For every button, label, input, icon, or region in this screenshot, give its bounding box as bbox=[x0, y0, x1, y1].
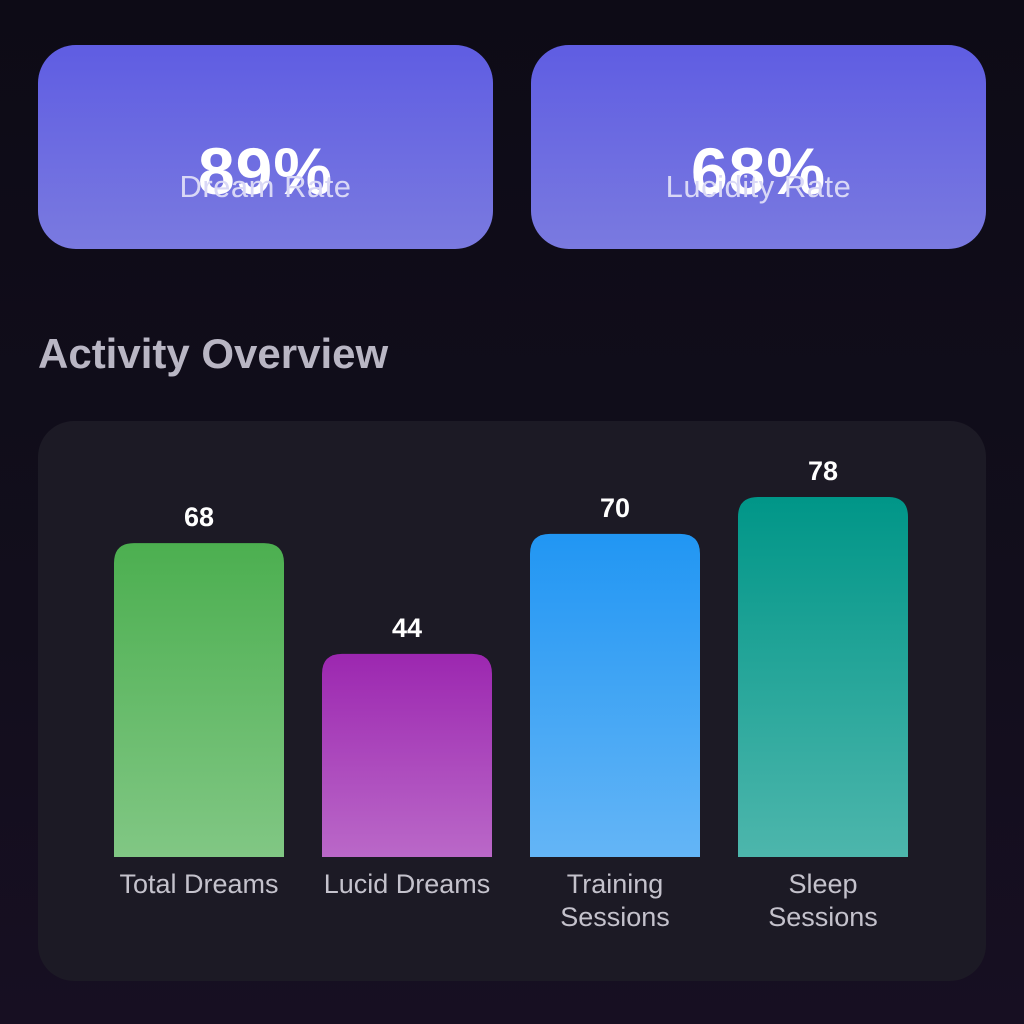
category-label-sleep-sessions: Sessions bbox=[768, 902, 878, 932]
bar-total-dreams bbox=[114, 543, 284, 857]
lucidity-rate-value: 68% bbox=[690, 134, 827, 208]
bar-value-total-dreams: 68 bbox=[184, 502, 214, 532]
activity-chart-card: 68 Total Dreams 44 Lucid Dreams 70 Training Se… bbox=[38, 421, 986, 981]
category-label-lucid-dreams: Lucid Dreams bbox=[324, 869, 491, 899]
lucidity-rate-label: Lucidity Rate bbox=[665, 169, 852, 204]
lucidity-rate-card: 68% Lucidity Rate bbox=[531, 45, 986, 249]
bar-value-lucid-dreams: 44 bbox=[392, 613, 422, 643]
section-title: Activity Overview bbox=[38, 330, 389, 377]
dream-rate-label: Dream Rate bbox=[179, 169, 352, 204]
bar-lucid-dreams bbox=[322, 653, 492, 857]
dream-rate-value: 89% bbox=[197, 134, 334, 208]
bar-sleep-sessions bbox=[738, 497, 908, 857]
category-label-training-sessions: Training bbox=[567, 869, 664, 899]
bar-training-sessions bbox=[530, 533, 700, 857]
category-label-total-dreams: Total Dreams bbox=[119, 869, 278, 899]
category-label-training-sessions: Sessions bbox=[560, 902, 670, 932]
dream-rate-card: 89% Dream Rate bbox=[38, 45, 493, 249]
category-label-sleep-sessions: Sleep bbox=[788, 869, 857, 899]
bar-value-sleep-sessions: 78 bbox=[808, 456, 838, 486]
bar-value-training-sessions: 70 bbox=[600, 493, 630, 523]
